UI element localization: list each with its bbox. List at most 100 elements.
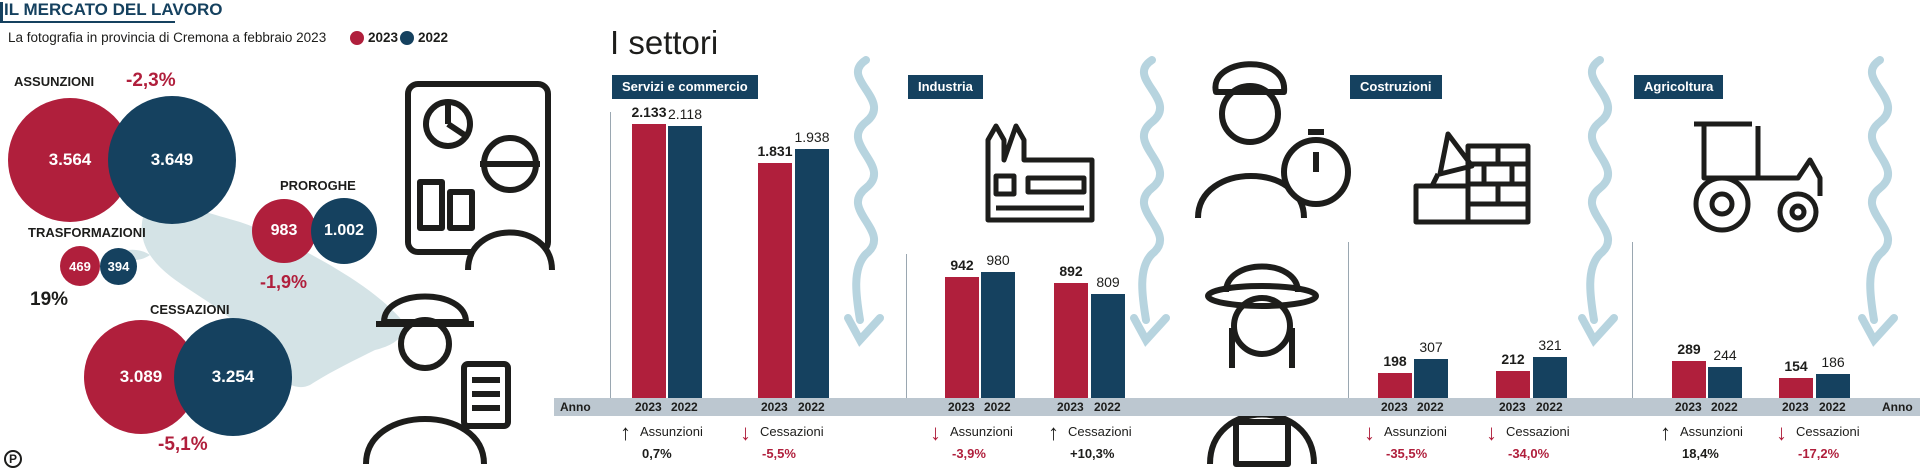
bar-3-0-2022	[1708, 367, 1742, 398]
bar-3-1-2022	[1816, 374, 1850, 398]
assunzioni-change: -2,3%	[126, 70, 176, 91]
axis-year-label: 2023	[1057, 400, 1084, 414]
change-label: Assunzioni	[1680, 424, 1743, 439]
page-subtitle: La fotografia in provincia di Cremona a …	[8, 30, 327, 45]
proroghe-2022-value: 1.002	[323, 222, 365, 239]
axis-line-costruzioni	[1348, 242, 1349, 398]
change-label: Assunzioni	[640, 424, 703, 439]
axis-year-label: 2023	[1381, 400, 1408, 414]
legend-label-2022: 2022	[418, 30, 449, 45]
proroghe-2022-circle: 1.002	[311, 198, 377, 264]
legend-item-2023: 2023	[350, 30, 398, 45]
bar-value-label: 154	[1784, 358, 1808, 374]
bar-2-0-2022	[1414, 359, 1448, 398]
change-value: -3,9%	[952, 446, 986, 461]
change-label: Cessazioni	[1796, 424, 1860, 439]
bar-2-1-2022	[1533, 357, 1567, 398]
cessazioni-2023-value: 3.089	[119, 367, 163, 386]
change-label: Assunzioni	[1384, 424, 1447, 439]
axis-year-label: 2023	[1675, 400, 1702, 414]
arrow-down-icon: ↓	[1486, 420, 1497, 445]
change-label: Cessazioni	[1506, 424, 1570, 439]
bar-value-label: 1.938	[794, 129, 830, 145]
change-value: 18,4%	[1682, 446, 1719, 461]
cessazioni-2022-value: 3.254	[211, 367, 255, 386]
bar-value-label: 289	[1677, 341, 1701, 357]
change-label: Cessazioni	[760, 424, 824, 439]
axis-year-label: 2023	[635, 400, 662, 414]
arrow-down-icon: ↓	[740, 420, 751, 445]
axis-year-label: 2023	[1782, 400, 1809, 414]
axis-year-label: 2022	[1417, 400, 1444, 414]
farmer-woman-icon	[1205, 263, 1319, 467]
wave-arrow-2	[1138, 56, 1164, 324]
legend-label-2023: 2023	[368, 30, 399, 45]
legend-item-2022: 2022	[400, 30, 448, 45]
settori-title: I settori	[610, 24, 719, 61]
axis-start-label: Anno	[560, 400, 591, 414]
axis-line-industria	[906, 254, 907, 398]
change-value: -5,5%	[762, 446, 796, 461]
page-title: IL MERCATO DEL LAVORO	[4, 0, 223, 19]
bar-value-label: 809	[1096, 274, 1120, 290]
legend-swatch-2022	[400, 30, 414, 45]
trasformazioni-2023-circle: 469	[60, 246, 100, 286]
assunzioni-2023-value: 3.564	[48, 150, 92, 169]
axis-year-label: 2022	[1094, 400, 1121, 414]
trasformazioni-2022-value: 394	[107, 259, 130, 274]
axis-line-servizi	[610, 112, 611, 398]
wave-arrowhead-4	[1858, 314, 1898, 347]
bar-1-0-2022	[981, 272, 1015, 398]
change-value: 0,7%	[642, 446, 672, 461]
bar-value-label: 980	[986, 252, 1010, 268]
arrow-up-icon: ↑	[1660, 420, 1671, 445]
bar-2-0-2023	[1378, 373, 1412, 398]
title-underline	[0, 21, 175, 23]
arrow-down-icon: ↓	[930, 420, 941, 445]
axis-end-label: Anno	[1882, 400, 1913, 414]
arrow-down-icon: ↓	[1776, 420, 1787, 445]
change-label: Cessazioni	[1068, 424, 1132, 439]
wave-arrow-4	[1866, 56, 1892, 324]
proroghe-2023-circle: 983	[252, 199, 316, 263]
wave-arrowhead-2	[1130, 314, 1170, 347]
trowel-bricks-icon	[1413, 131, 1531, 225]
bar-1-0-2023	[945, 277, 979, 398]
bar-0-1-2022	[795, 149, 829, 398]
map-shape	[141, 200, 404, 388]
bar-value-label: 212	[1501, 351, 1525, 367]
legend-swatch-2023	[350, 30, 364, 45]
wave-arrow-1	[852, 56, 878, 324]
change-label: Assunzioni	[950, 424, 1013, 439]
factory-icon	[985, 123, 1095, 223]
axis-year-label: 2022	[1711, 400, 1738, 414]
bar-value-label: 321	[1538, 337, 1562, 353]
engineer-clipboard-icon	[363, 293, 511, 465]
trasformazioni-2023-value: 469	[69, 258, 91, 274]
tractor-icon	[1693, 121, 1823, 233]
trasformazioni-change: 19%	[30, 289, 69, 310]
axis-year-label: 2023	[761, 400, 788, 414]
arrow-down-icon: ↓	[1364, 420, 1375, 445]
sector-tag-servizi: Servizi e commercio	[612, 75, 758, 99]
bar-value-label: 2.133	[631, 104, 667, 120]
publisher-logo-icon: P	[4, 450, 22, 468]
bar-0-0-2022	[668, 126, 702, 398]
axis-year-label: 2023	[1499, 400, 1526, 414]
axis-year-label: 2022	[1819, 400, 1846, 414]
bar-value-label: 1.831	[757, 143, 793, 159]
assunzioni-label: ASSUNZIONI	[14, 74, 95, 89]
change-value: +10,3%	[1070, 446, 1115, 461]
header-accent-bar	[0, 2, 3, 21]
bar-0-1-2023	[758, 163, 792, 398]
bar-value-label: 2.118	[668, 106, 702, 122]
chef-stopwatch-icon	[1195, 61, 1351, 219]
bar-value-label: 186	[1821, 354, 1845, 370]
arrow-up-icon: ↑	[1048, 420, 1059, 445]
cessazioni-label: CESSAZIONI	[150, 302, 230, 317]
sector-tag-costruzioni: Costruzioni	[1350, 75, 1442, 99]
proroghe-label: PROROGHE	[280, 178, 356, 193]
change-value: -35,5%	[1386, 446, 1428, 461]
change-value: -34,0%	[1508, 446, 1550, 461]
